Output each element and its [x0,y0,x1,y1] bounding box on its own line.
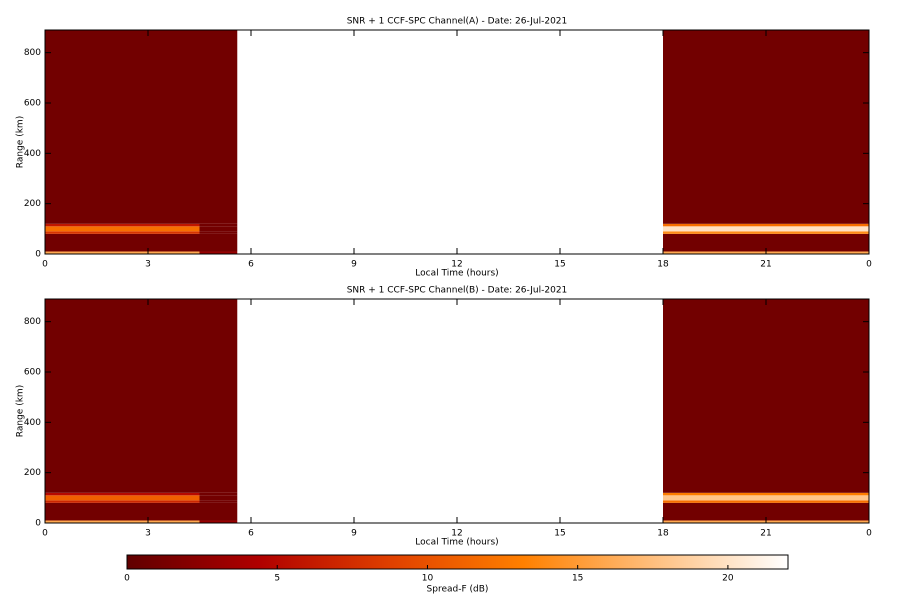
heat-cell [199,226,238,232]
x-tick-label: 6 [248,529,254,539]
colorbar-frame [126,554,789,570]
colorbar-tick-label: 15 [572,574,583,584]
x-tick-label: 12 [451,260,462,270]
x-tick-label: 15 [554,529,565,539]
heat-cell [45,495,200,501]
heat-cell [45,492,200,496]
heat-cell [45,231,200,234]
heat-cell [45,500,200,503]
heat-cell [663,233,869,252]
colorbar-tick-label: 20 [722,574,734,584]
x-tick-label: 18 [657,260,669,270]
colorbar-tick-label: 10 [422,574,434,584]
x-tick-label: 9 [351,260,357,270]
x-tick-label: 21 [760,529,771,539]
y-tick-label: 800 [24,48,41,58]
heat-cell [45,233,200,252]
y-tick-label: 600 [24,367,41,377]
x-tick-label: 0 [42,260,48,270]
heat-cell [663,299,869,493]
heat-cell [199,299,238,493]
heat-cell [663,231,869,234]
y-axis-label: Range (km) [16,385,26,437]
heat-cell [199,233,238,252]
x-tick-label: 3 [145,529,151,539]
y-tick-label: 0 [35,519,41,529]
x-tick-label: 0 [866,529,872,539]
colorbar-tick-label: 0 [124,574,130,584]
x-tick-label: 0 [866,260,872,270]
heat-cell [45,251,200,254]
chart-title: SNR + 1 CCF-SPC Channel(B) - Date: 26-Ju… [347,286,568,296]
heat-cell [45,520,200,523]
heat-cell [199,495,238,501]
heat-cell [199,30,238,224]
x-axis-label: Local Time (hours) [415,538,498,548]
heat-cell [663,226,869,232]
heat-cell [45,226,200,232]
heat-cell [663,500,869,503]
heat-cell [663,30,869,224]
heat-cell [199,492,238,496]
heat-cell [663,492,869,496]
x-tick-label: 6 [248,260,254,270]
y-tick-label: 200 [24,468,41,478]
y-tick-label: 0 [35,250,41,260]
heat-cell [45,223,200,227]
heat-cell [663,495,869,501]
heat-cell [199,520,238,523]
y-tick-label: 200 [24,199,41,209]
x-axis-label: Local Time (hours) [415,269,498,279]
x-tick-label: 12 [451,529,462,539]
heat-cell [663,502,869,521]
heat-cell [45,299,200,493]
x-tick-label: 15 [554,260,565,270]
heat-cell [45,502,200,521]
colorbar-tick-label: 5 [274,574,280,584]
y-axis-label: Range (km) [16,116,26,168]
x-tick-label: 18 [657,529,669,539]
heat-cell [199,502,238,521]
colorbar-label: Spread-F (dB) [427,585,489,595]
y-tick-label: 600 [24,98,41,108]
x-tick-label: 3 [145,260,151,270]
y-tick-label: 400 [24,418,41,428]
heat-cell [199,251,238,254]
x-tick-label: 9 [351,529,357,539]
x-tick-label: 21 [760,260,771,270]
heat-cell [199,231,238,234]
y-tick-label: 400 [24,149,41,159]
heat-cell [663,223,869,227]
chart-title: SNR + 1 CCF-SPC Channel(A) - Date: 26-Ju… [347,17,568,27]
x-tick-label: 0 [42,529,48,539]
heat-cell [45,30,200,224]
heat-cell [199,223,238,227]
colorbar [127,555,788,569]
heat-cell [199,500,238,503]
y-tick-label: 800 [24,317,41,327]
